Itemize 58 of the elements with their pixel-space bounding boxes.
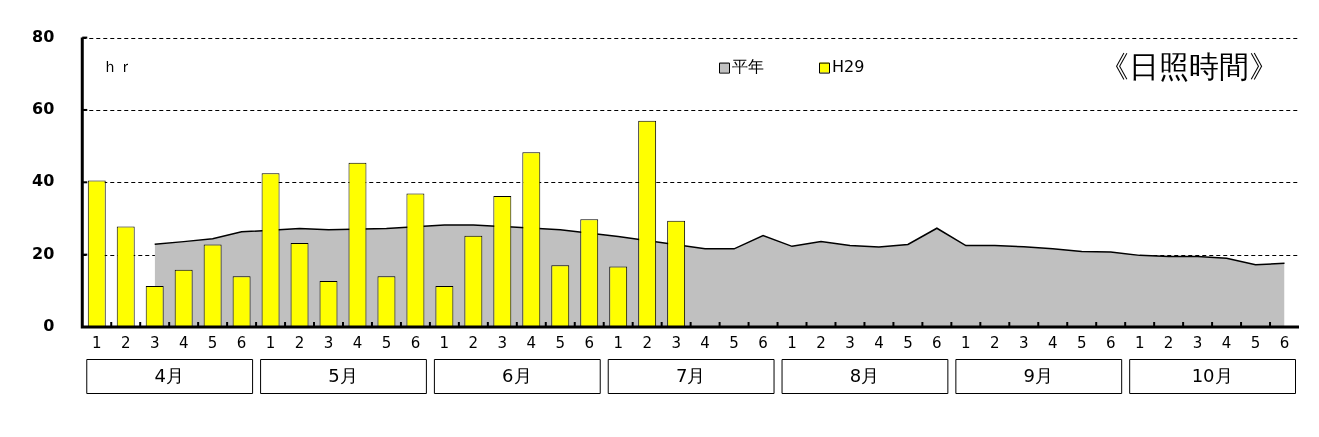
x-tick-label: 2 (990, 333, 1000, 352)
text: 5月 (328, 364, 358, 386)
x-tick-label: 5 (903, 333, 913, 352)
x-tick-label: 6 (758, 333, 768, 352)
x-tick-label: 5 (729, 333, 739, 352)
y-axis-title: ｈｒ (102, 56, 135, 76)
text: 8月 (849, 364, 880, 386)
x-tick-label: 1 (265, 333, 276, 352)
x-tick-label: 3 (149, 333, 160, 352)
x-tick-label: 6 (932, 333, 942, 352)
y-tick-label: 0 (43, 316, 55, 336)
x-tick-label: 2 (642, 333, 652, 352)
x-tick-label: 3 (1019, 333, 1029, 352)
x-tick-label: 2 (816, 333, 826, 352)
x-tick-label: 1 (1134, 333, 1145, 352)
x-tick-label: 4 (178, 333, 189, 352)
x-tick-label: 1 (91, 333, 102, 352)
y-tick-label: 20 (32, 243, 55, 263)
x-tick-label: 5 (381, 333, 392, 352)
x-tick-label: 6 (1279, 333, 1290, 352)
x-tick-label: 6 (1105, 333, 1116, 352)
y-tick-label: 60 (32, 99, 55, 119)
x-tick-label: 3 (323, 333, 334, 352)
x-tick-label: 5 (1250, 333, 1261, 352)
x-tick-label: 5 (555, 333, 566, 352)
x-tick-label: 3 (845, 333, 855, 352)
x-tick-label: 4 (1047, 333, 1058, 352)
x-tick-label: 1 (787, 333, 797, 352)
x-tick-label: 5 (207, 333, 218, 352)
y-tick-label: 80 (32, 26, 55, 46)
x-tick-label: 2 (1163, 333, 1174, 352)
x-tick-label: 3 (671, 333, 681, 352)
x-tick-label: 1 (613, 333, 623, 352)
x-tick-label: 4 (526, 333, 537, 352)
y-tick-label: 40 (32, 171, 55, 191)
x-tick-label: 6 (584, 333, 595, 352)
x-tick-label: 2 (468, 333, 479, 352)
x-tick-label: 2 (294, 333, 305, 352)
x-tick-label: 1 (439, 333, 450, 352)
chart-title: 《日照時間》 (1099, 49, 1279, 85)
text: 9月 (1023, 364, 1053, 386)
x-tick-label: 4 (1221, 333, 1232, 352)
text: 10月 (1191, 364, 1233, 386)
x-tick-label: 6 (236, 333, 247, 352)
x-tick-label: 5 (1076, 333, 1087, 352)
text: 4月 (154, 364, 184, 386)
x-tick-label: 4 (352, 333, 363, 352)
x-tick-label: 6 (410, 333, 421, 352)
text: 6月 (502, 364, 532, 386)
x-tick-label: 3 (1192, 333, 1203, 352)
x-tick-label: 2 (120, 333, 131, 352)
x-tick-label: 1 (961, 333, 971, 352)
legend-label: H29 (832, 56, 865, 76)
text: 7月 (675, 364, 706, 386)
x-tick-label: 4 (700, 333, 710, 352)
legend-label: 平年 (732, 56, 764, 76)
x-tick-label: 4 (874, 333, 884, 352)
x-tick-label: 3 (497, 333, 508, 352)
